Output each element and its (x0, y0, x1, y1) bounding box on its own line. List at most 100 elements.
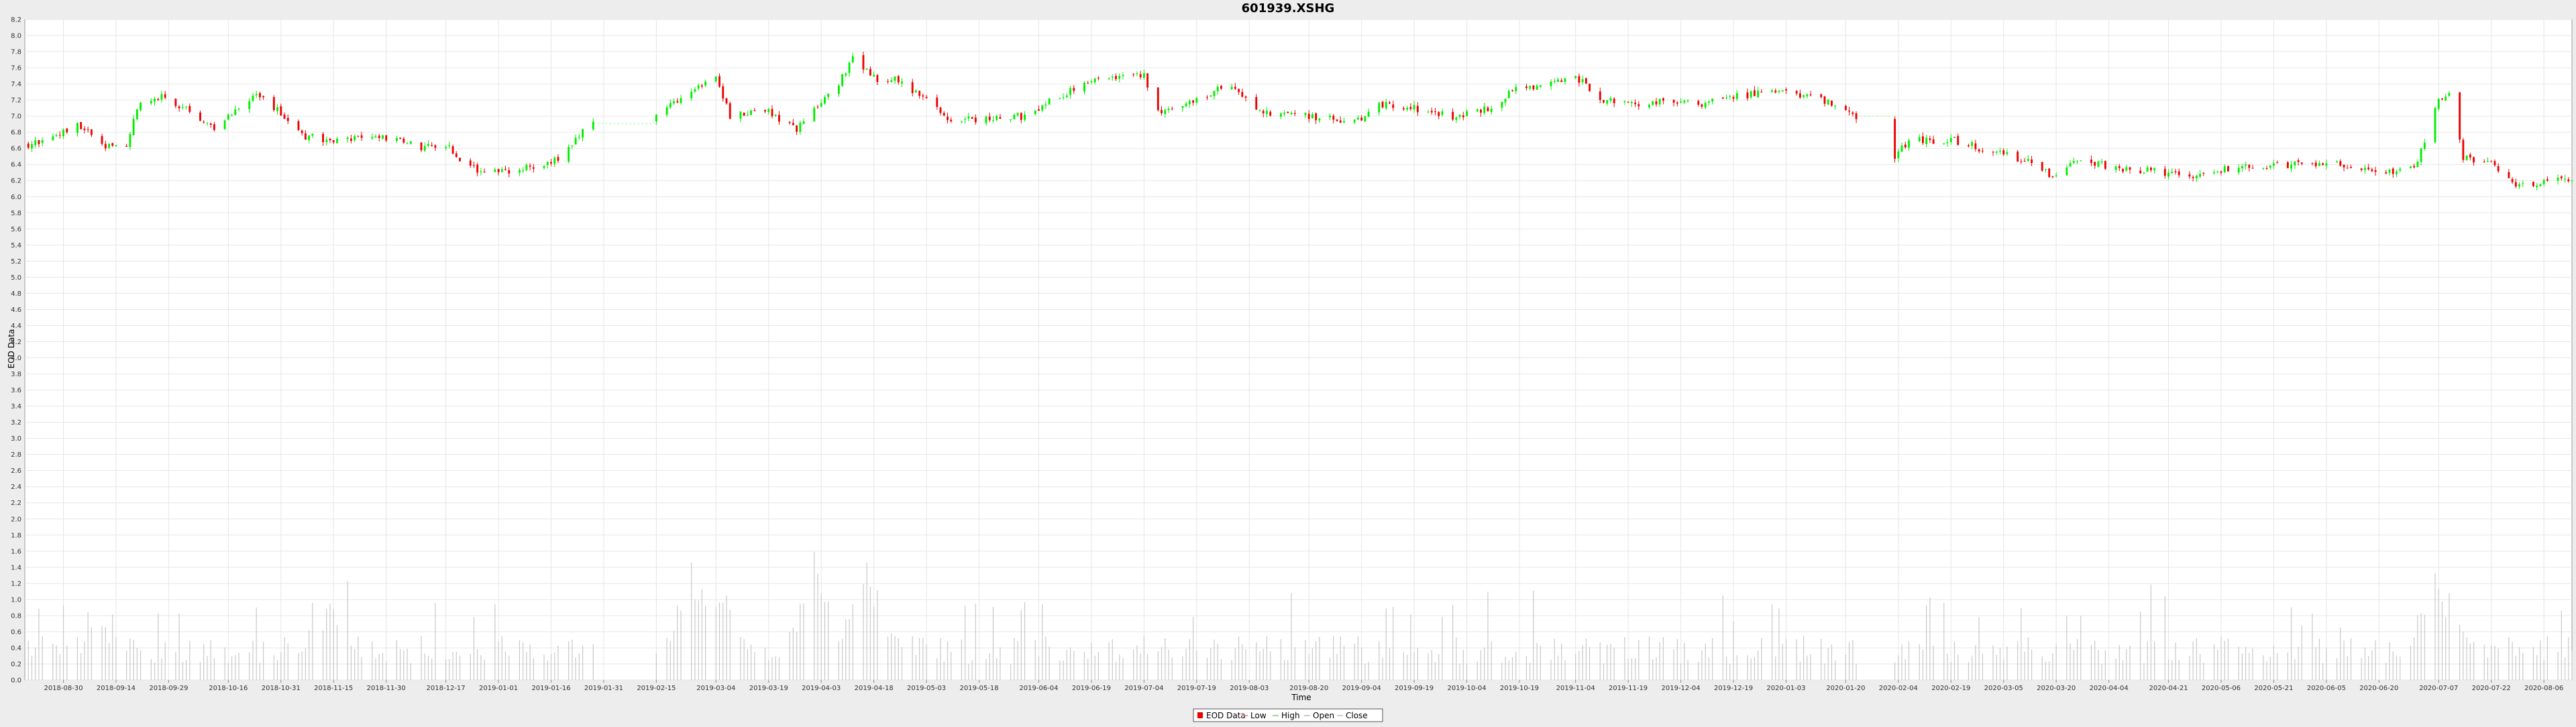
y-tick-label: 0.4 (11, 645, 21, 652)
candle-body (262, 96, 265, 97)
candle-body (2385, 172, 2387, 174)
candle-body (1115, 76, 1117, 80)
x-tick-label: 2020-05-06 (2202, 685, 2241, 692)
candle-body (1339, 120, 1342, 123)
candle-body (1799, 93, 1801, 98)
candle-body (1073, 88, 1075, 91)
candle-body (2339, 161, 2342, 166)
candle-body (522, 170, 525, 171)
candle-body (1704, 103, 1707, 108)
candle-body (771, 109, 773, 117)
candle-body (2153, 168, 2156, 170)
candle-body (2409, 166, 2412, 168)
candle-body (2248, 164, 2251, 168)
candle-body (2567, 179, 2570, 182)
candle-body (1241, 92, 1244, 97)
candle-body (308, 135, 311, 140)
candle-body (1711, 99, 1714, 102)
candle-body (974, 117, 977, 123)
candle-body (1048, 98, 1051, 105)
candle-body (1062, 97, 1065, 98)
candle-body (1729, 96, 1731, 97)
candle-body (2104, 161, 2106, 169)
candle-body (55, 135, 58, 136)
candle-body (234, 109, 237, 115)
y-tick-label: 2.0 (11, 516, 21, 523)
candle-body (2469, 154, 2471, 158)
legend-label: Open (1313, 711, 1334, 720)
candle-body (504, 168, 506, 170)
candle-body (1971, 142, 1974, 146)
candle-body (985, 116, 987, 123)
y-tick-label: 6.4 (11, 162, 21, 169)
candle-body (796, 125, 798, 132)
y-tick-label: 0.2 (11, 661, 21, 668)
legend-label: Close (1346, 711, 1368, 720)
x-tick-label: 2019-03-19 (749, 685, 788, 692)
y-tick-label: 0.8 (11, 612, 21, 620)
candle-body (2122, 168, 2124, 172)
candle-body (1648, 105, 1650, 108)
candle-body (157, 99, 160, 100)
candle-body (62, 129, 64, 137)
candle-body (1757, 91, 1760, 97)
candle-body (2420, 148, 2422, 162)
candle-body (395, 137, 398, 142)
candle-body (1238, 89, 1240, 93)
candle-body (967, 116, 970, 119)
y-tick-label: 6.0 (11, 194, 21, 201)
candle-body (2143, 172, 2145, 174)
candle-body (2045, 169, 2047, 170)
y-tick-label: 4.4 (11, 323, 21, 330)
candle-body (2314, 162, 2317, 166)
candle-body (2055, 175, 2057, 176)
candle-body (2241, 166, 2243, 168)
y-tick-label: 1.8 (11, 532, 21, 539)
candle-body (676, 101, 679, 103)
candle-body (1746, 92, 1749, 99)
candle-body (1539, 85, 1542, 87)
candle-body (862, 55, 865, 70)
candle-body (2448, 93, 2451, 96)
candle-body (2097, 161, 2100, 167)
candle-body (2300, 162, 2303, 164)
candle-body (943, 113, 945, 116)
candle-body (497, 168, 500, 172)
candle-body (189, 106, 191, 112)
candle-body (213, 124, 215, 130)
candle-body (2462, 139, 2465, 160)
candle-body (1760, 91, 1763, 93)
candle-body (1255, 97, 1258, 110)
candle-body (136, 109, 138, 119)
candle-body (2532, 182, 2534, 186)
candle-body (887, 81, 890, 82)
candle-body (897, 76, 900, 82)
candle-body (865, 68, 868, 70)
candle-body (1630, 101, 1633, 103)
x-tick-label: 2018-09-29 (149, 685, 188, 692)
candle-body (2311, 163, 2314, 164)
candle-body (1416, 105, 1419, 113)
x-tick-label: 2020-05-21 (2254, 685, 2293, 692)
y-tick-label: 0.6 (11, 628, 21, 636)
candle-body (2286, 162, 2289, 168)
candle-body (1356, 117, 1359, 120)
candle-body (2245, 164, 2247, 166)
candle-body (2041, 162, 2043, 171)
x-tick-label: 2020-02-19 (1931, 685, 1970, 692)
candle-body (280, 106, 282, 116)
y-tick-label: 7.4 (11, 81, 21, 89)
candle-body (1195, 98, 1198, 103)
candle-body (947, 116, 949, 121)
candle-body (52, 136, 54, 141)
candle-body (2473, 157, 2475, 163)
y-tick-label: 3.0 (11, 435, 21, 443)
candle-body (2118, 166, 2121, 168)
candle-body (1774, 91, 1777, 93)
candle-body (1164, 109, 1167, 115)
candle-body (2223, 166, 2226, 172)
candle-body (673, 101, 675, 104)
candle-body (574, 137, 577, 145)
candle-body (125, 146, 128, 147)
x-tick-label: 2018-09-14 (97, 685, 136, 692)
